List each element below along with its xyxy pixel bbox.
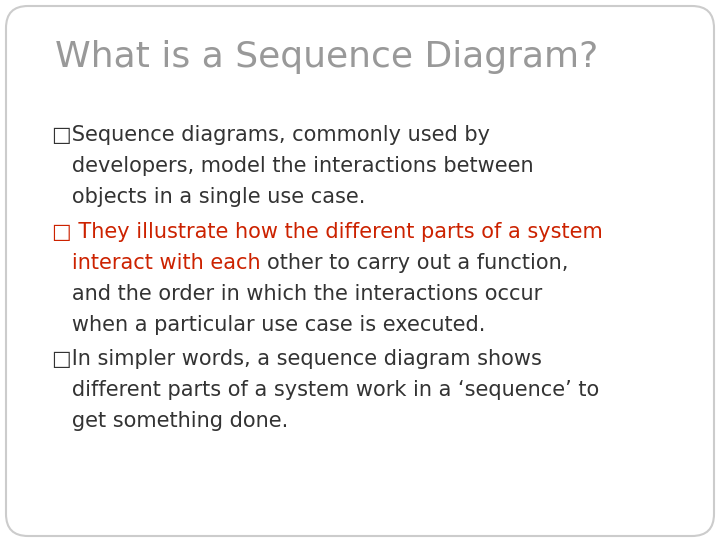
Text: interact with each: interact with each xyxy=(52,253,267,273)
Text: get something done.: get something done. xyxy=(52,411,288,431)
Text: different parts of a system work in a ‘sequence’ to: different parts of a system work in a ‘s… xyxy=(52,380,599,400)
Text: What is a Sequence Diagram?: What is a Sequence Diagram? xyxy=(55,40,598,74)
Text: other to carry out a function,: other to carry out a function, xyxy=(267,253,569,273)
FancyBboxPatch shape xyxy=(6,6,714,536)
Text: when a particular use case is executed.: when a particular use case is executed. xyxy=(52,314,485,335)
Text: and the order in which the interactions occur: and the order in which the interactions … xyxy=(52,284,542,303)
Text: □In simpler words, a sequence diagram shows: □In simpler words, a sequence diagram sh… xyxy=(52,349,542,369)
Text: developers, model the interactions between: developers, model the interactions betwe… xyxy=(52,156,534,176)
Text: □ They illustrate how the different parts of a system: □ They illustrate how the different part… xyxy=(52,222,603,242)
Text: □Sequence diagrams, commonly used by: □Sequence diagrams, commonly used by xyxy=(52,125,490,145)
Text: objects in a single use case.: objects in a single use case. xyxy=(52,187,365,207)
